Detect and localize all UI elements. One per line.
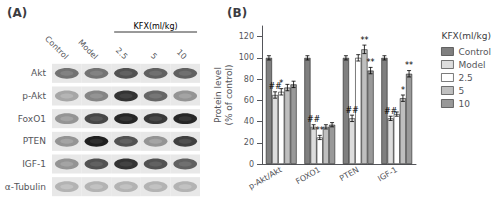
svg-text:KFX(ml/kg): KFX(ml/kg) bbox=[134, 22, 178, 31]
svg-text:##: ## bbox=[384, 107, 398, 116]
svg-text:**: ** bbox=[367, 58, 375, 67]
svg-text:p-Akt/Akt: p-Akt/Akt bbox=[247, 165, 283, 191]
svg-text:α-Tubulin: α-Tubulin bbox=[5, 182, 46, 192]
svg-text:(A): (A) bbox=[7, 6, 27, 20]
svg-text:(B): (B) bbox=[227, 6, 247, 20]
svg-text:Model: Model bbox=[76, 38, 99, 61]
svg-text:Control: Control bbox=[458, 47, 491, 57]
svg-text:FOXO1: FOXO1 bbox=[294, 165, 322, 186]
svg-text:*: * bbox=[279, 79, 283, 88]
svg-text:20: 20 bbox=[244, 138, 254, 147]
svg-text:##: ## bbox=[345, 106, 359, 115]
svg-text:KFX(ml/kg): KFX(ml/kg) bbox=[442, 31, 492, 41]
svg-text:(% of control): (% of control) bbox=[224, 64, 234, 125]
svg-text:IGF-1: IGF-1 bbox=[22, 159, 46, 169]
svg-text:**: ** bbox=[360, 36, 368, 45]
svg-text:Protein level: Protein level bbox=[213, 67, 223, 123]
svg-text:Akt: Akt bbox=[31, 68, 46, 78]
svg-text:FoxO1: FoxO1 bbox=[18, 114, 46, 124]
svg-text:PTEN: PTEN bbox=[338, 165, 360, 183]
svg-text:5: 5 bbox=[149, 51, 159, 61]
svg-text:PTEN: PTEN bbox=[23, 136, 46, 146]
svg-text:80: 80 bbox=[244, 75, 254, 84]
svg-text:p-Akt: p-Akt bbox=[22, 91, 46, 101]
svg-text:**: ** bbox=[405, 61, 413, 70]
svg-text:Control: Control bbox=[43, 34, 70, 61]
svg-text:10: 10 bbox=[458, 99, 470, 109]
svg-text:2.5: 2.5 bbox=[114, 46, 129, 61]
svg-text:10: 10 bbox=[175, 48, 189, 62]
svg-text:120: 120 bbox=[239, 32, 254, 41]
svg-text:*: * bbox=[401, 86, 405, 95]
svg-text:40: 40 bbox=[244, 117, 254, 126]
svg-text:**: ** bbox=[316, 126, 324, 135]
svg-text:2.5: 2.5 bbox=[458, 73, 472, 83]
svg-text:60: 60 bbox=[244, 96, 254, 105]
svg-text:0: 0 bbox=[249, 160, 254, 169]
svg-text:##: ## bbox=[307, 115, 321, 124]
svg-text:100: 100 bbox=[239, 53, 254, 62]
svg-text:Model: Model bbox=[458, 60, 485, 70]
svg-text:IGF-1: IGF-1 bbox=[376, 165, 399, 183]
svg-text:5: 5 bbox=[458, 86, 464, 96]
